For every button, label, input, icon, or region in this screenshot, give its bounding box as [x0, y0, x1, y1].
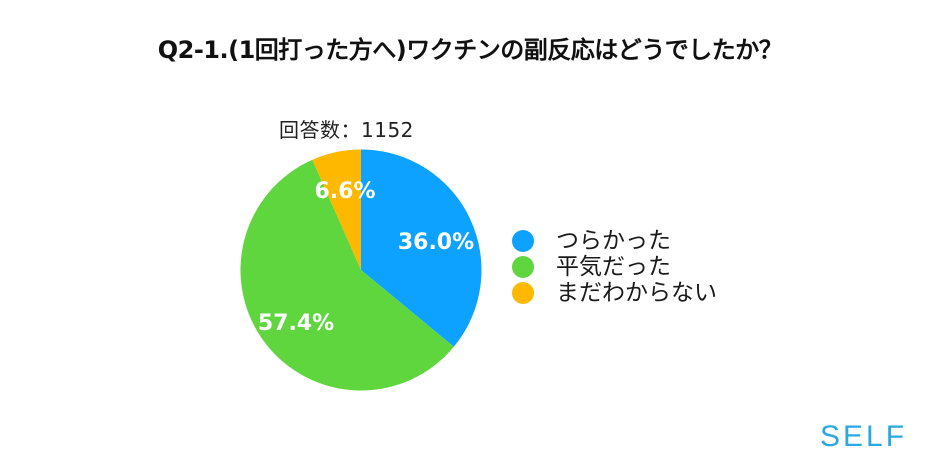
legend-item-unknown: まだわからない: [512, 280, 717, 306]
respondent-count: 回答数：1152: [279, 118, 414, 142]
legend-dot-icon: [512, 256, 534, 278]
legend-label: 平気だった: [556, 254, 671, 280]
legend-label: まだわからない: [556, 280, 717, 306]
slice-fine: [240, 159, 454, 391]
slice-label-fine: 57.4%: [258, 311, 334, 336]
legend: つらかった 平気だった まだわからない: [512, 228, 717, 306]
slice-label-painful: 36.0%: [398, 230, 474, 255]
legend-item-painful: つらかった: [512, 228, 717, 254]
legend-label: つらかった: [556, 228, 671, 254]
pie-slices: [240, 149, 482, 391]
slice-painful: [361, 149, 482, 347]
legend-dot-icon: [512, 282, 534, 304]
chart-title: Q2-1.(1回打った方へ)ワクチンの副反応はどうでしたか？: [157, 36, 783, 64]
legend-dot-icon: [512, 230, 534, 252]
slice-unknown: [312, 149, 361, 270]
legend-item-fine: 平気だった: [512, 254, 717, 280]
self-logo: SELF: [820, 420, 908, 453]
slice-label-unknown: 6.6%: [314, 179, 375, 204]
